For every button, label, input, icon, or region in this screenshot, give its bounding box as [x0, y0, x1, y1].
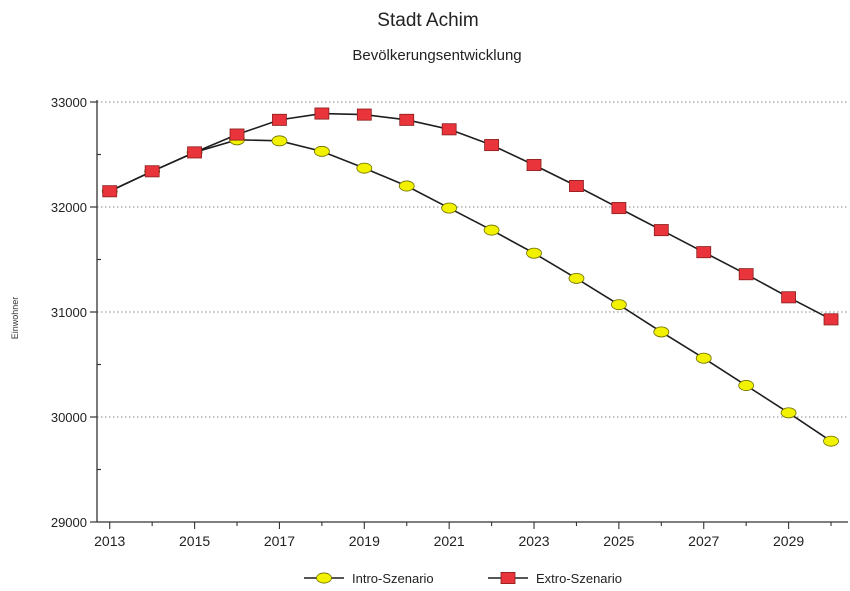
- intro-point-2026: [653, 326, 670, 338]
- extro-point-2023: [526, 158, 542, 171]
- intro-point-2028: [738, 380, 755, 391]
- intro-point-2029: [780, 407, 797, 419]
- intro-point-2022: [483, 224, 500, 236]
- chart-title: Stadt Achim: [377, 10, 478, 31]
- series-intro: [101, 134, 839, 447]
- series-extro: [102, 107, 839, 326]
- legend-label: Intro-Szenario: [352, 571, 434, 586]
- intro-point-2030: [823, 435, 839, 447]
- x-tick-label: 2027: [688, 533, 719, 549]
- extro-point-2024: [569, 179, 584, 192]
- chart-subtitle: Bevölkerungsentwicklung: [352, 47, 521, 64]
- extro-point-2013: [102, 185, 118, 198]
- series-line: [109, 138, 832, 442]
- legend-label: Extro-Szenario: [536, 571, 622, 586]
- x-tick-label: 2025: [603, 533, 634, 549]
- x-tick-label: 2017: [264, 533, 295, 549]
- extro-point-2016: [229, 128, 245, 141]
- intro-point-2027: [695, 352, 712, 364]
- series: [101, 107, 839, 447]
- extro-point-2021: [441, 123, 457, 136]
- x-tick-label: 2023: [518, 533, 549, 549]
- extro-point-2030: [823, 313, 839, 326]
- intro-point-2019: [356, 162, 373, 174]
- intro-point-2021: [441, 202, 458, 214]
- extro-point-2029: [781, 291, 796, 304]
- y-tick-label: 33000: [51, 95, 87, 110]
- intro-point-2018: [313, 145, 330, 157]
- intro-point-2025: [610, 299, 627, 311]
- extro-point-2027: [696, 246, 712, 259]
- legend: Intro-Szenario Extro-Szenario: [304, 571, 622, 586]
- y-tick-label: 32000: [51, 200, 87, 215]
- extro-point-2022: [484, 139, 499, 152]
- x-tick-labels: 2013 2015 2017 2019 2021 2023 2025 2027 2029: [94, 533, 804, 549]
- x-tick-label: 2021: [434, 533, 465, 549]
- intro-point-2020: [398, 180, 415, 192]
- extro-point-2026: [653, 224, 669, 237]
- extro-point-2020: [399, 113, 415, 126]
- y-tick-label: 29000: [51, 515, 87, 530]
- grid: [97, 101, 848, 418]
- intro-point-2024: [568, 272, 585, 284]
- x-tick-label: 2013: [94, 533, 125, 549]
- y-axis-label: Einwohner: [10, 297, 20, 340]
- extro-point-2017: [272, 113, 287, 126]
- extro-point-2019: [356, 108, 372, 121]
- intro-point-2017: [271, 135, 288, 147]
- y-tick-label: 30000: [51, 410, 87, 425]
- y-tick-labels: 29000 30000 31000 32000 33000: [51, 95, 87, 530]
- y-tick-label: 31000: [51, 305, 87, 320]
- legend-item: Intro-Szenario: [304, 571, 434, 586]
- series-line: [109, 112, 832, 321]
- x-tick-label: 2019: [349, 533, 380, 549]
- axes: [90, 100, 848, 529]
- x-tick-label: 2029: [773, 533, 804, 549]
- extro-point-2028: [738, 268, 754, 281]
- legend-marker: [316, 572, 332, 584]
- intro-point-2023: [526, 247, 542, 259]
- legend-item: Extro-Szenario: [488, 571, 622, 586]
- x-tick-label: 2015: [179, 533, 210, 549]
- legend-marker: [500, 572, 516, 585]
- extro-point-2015: [187, 146, 202, 159]
- extro-point-2018: [314, 107, 330, 120]
- extro-point-2025: [611, 202, 627, 215]
- extro-point-2014: [144, 165, 160, 178]
